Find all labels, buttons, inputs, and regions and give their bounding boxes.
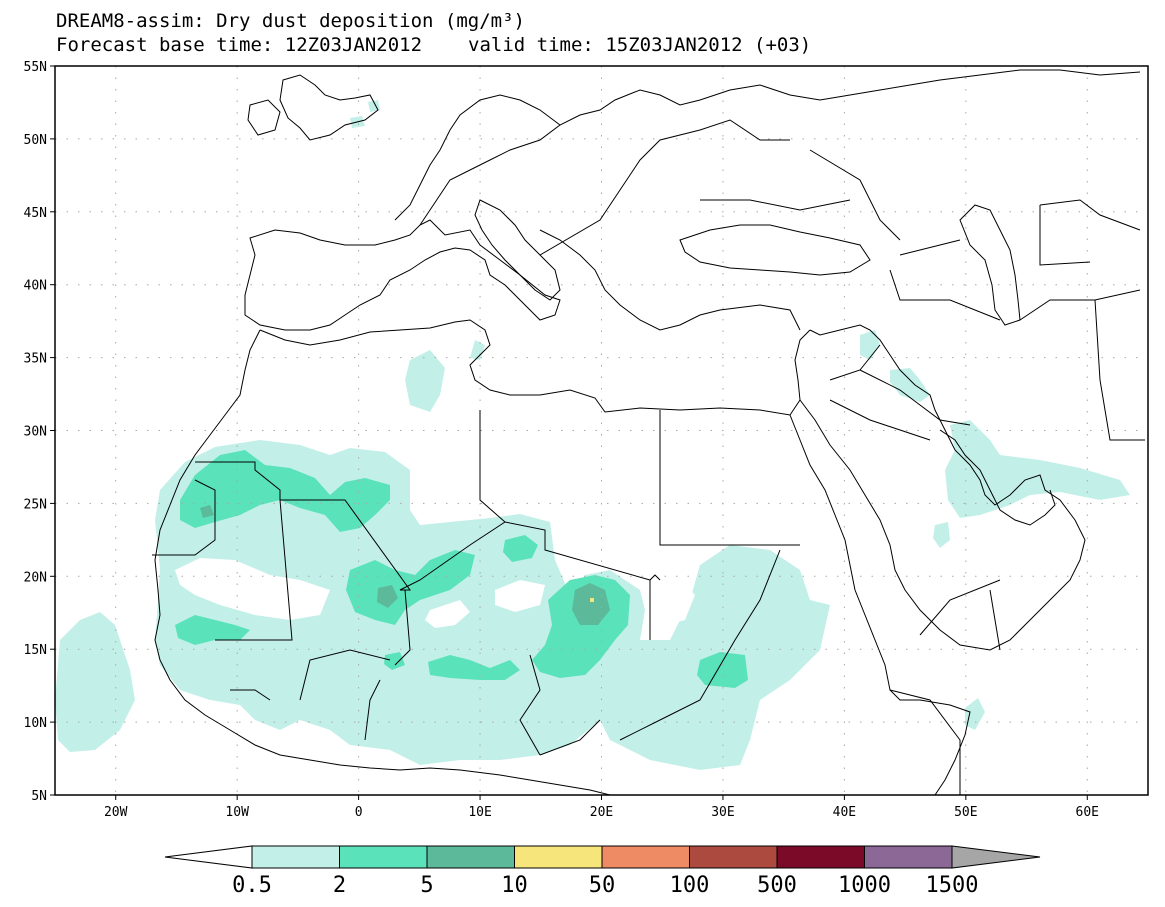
colorbar-label: 50 [589,873,616,898]
field-level-5 [200,505,610,625]
lon-label: 0 [355,805,363,820]
lat-label: 10N [24,716,47,731]
lon-label: 40E [833,805,856,820]
colorbar-label: 1000 [838,873,891,898]
lat-label: 20N [24,570,47,585]
lon-label: 50E [954,805,977,820]
lat-label: 50N [24,133,47,148]
colorbar-label: 2 [333,873,346,898]
colorbar-swatch [601,845,690,869]
colorbar-swatch [864,845,953,869]
lon-label: 60E [1076,805,1099,820]
map-subtitle: Forecast base time: 12Z03JAN2012 valid ti… [56,34,811,56]
colorbar-swatch [776,845,865,869]
field-holes [175,558,695,628]
lat-label: 15N [24,643,47,658]
dust-field [55,100,1130,770]
colorbar-swatch [514,845,603,869]
lon-label: 10W [225,805,249,820]
coastlines [152,69,1145,795]
colorbar-label: 100 [670,873,710,898]
longitude-labels: 20W 10W 0 10E 20E 30E 40E 50E 60E [104,795,1099,820]
colorbar-under-arrow [164,845,253,869]
lat-label: 35N [24,352,47,367]
colorbar-label: 500 [757,873,797,898]
lat-label: 30N [24,425,47,440]
colorbar-label: 0.5 [232,873,272,898]
colorbar [164,845,1041,869]
colorbar-swatch [251,845,340,869]
colorbar-swatch [689,845,778,869]
lon-label: 10E [468,805,491,820]
lat-label: 40N [24,279,47,294]
field-level-0-5 [55,100,1130,770]
colorbar-over-arrow [951,845,1041,869]
lat-label: 5N [31,789,47,804]
lon-label: 20E [590,805,613,820]
colorbar-label: 10 [501,873,528,898]
map-title: DREAM8-assim: Dry dust deposition (mg/m³… [56,10,525,32]
colorbar-swatch [426,845,515,869]
colorbar-label: 5 [420,873,433,898]
colorbar-labels: 0.5 2 5 10 50 100 500 1000 1500 [232,873,978,898]
latitude-labels: 55N 50N 45N 40N 35N 30N 25N 20N 15N 10N 5N [24,60,55,804]
lat-label: 45N [24,206,47,221]
valid-time: valid time: 15Z03JAN2012 (+03) [468,34,812,56]
base-time: Forecast base time: 12Z03JAN2012 [56,34,423,56]
field-level-10 [590,598,594,602]
lon-label: 20W [104,805,128,820]
colorbar-swatch [339,845,428,869]
colorbar-label: 1500 [926,873,979,898]
lon-label: 30E [711,805,734,820]
lat-label: 25N [24,497,47,512]
lat-label: 55N [24,60,47,75]
